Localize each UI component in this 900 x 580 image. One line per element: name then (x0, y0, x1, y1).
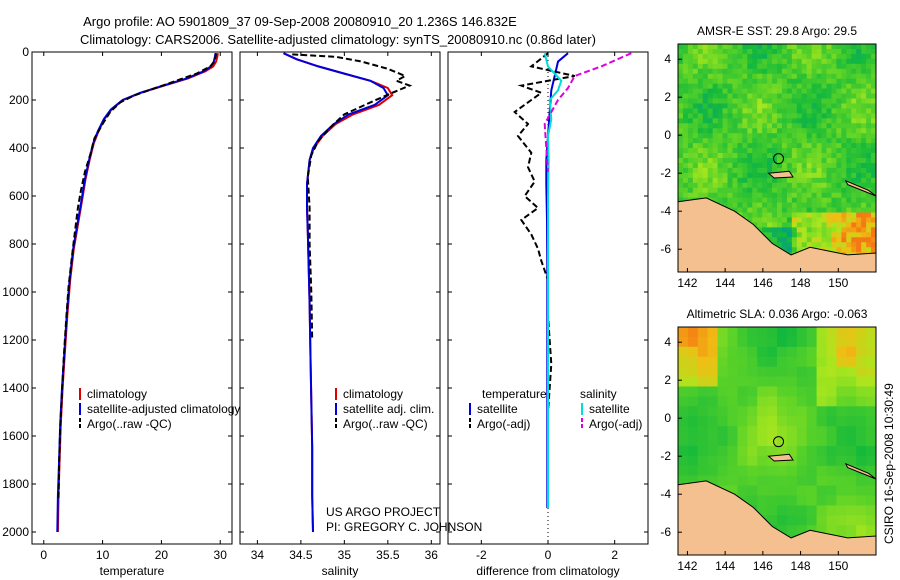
sst-map-ytick-label: 2 (664, 90, 671, 104)
figure-title-line1: Argo profile: AO 5901809_37 09-Sep-2008 … (83, 14, 517, 29)
sla-map-ytick-label: 4 (664, 335, 671, 349)
temperature-ytick-label: 1600 (2, 429, 29, 443)
sst-map-ytick-label: -2 (660, 166, 671, 180)
difference-xlabel: difference from climatology (476, 564, 619, 578)
sst-map-xtick-label: 150 (828, 276, 848, 290)
sst-map-island (767, 170, 794, 179)
sst-map-xtick-label: 146 (753, 276, 773, 290)
temperature-series-argo-raw-qc (57, 53, 218, 501)
salinity-xlabel: salinity (322, 564, 359, 578)
temperature-ytick-label: 0 (22, 45, 29, 59)
sla-map-xtick-label: 148 (791, 559, 811, 573)
difference-xtick-label: 0 (545, 548, 552, 562)
sla-map-argo-marker (773, 436, 785, 448)
temperature-xtick-label: 30 (214, 548, 228, 562)
temperature-ytick-label: 200 (9, 93, 29, 107)
temperature-xtick-label: 20 (155, 548, 169, 562)
sst-map-panel: AMSR-E SST: 29.8 Argo: 29.5 142 144 146 148 1… (660, 24, 877, 290)
pi-credit: PI: GREGORY C. JOHNSON (326, 520, 482, 534)
temperature-xtick-label: 10 (96, 548, 110, 562)
sst-map-ytick-label: -6 (660, 242, 671, 256)
figure-title-line2: Climatology: CARS2006. Satellite-adjuste… (80, 32, 596, 47)
legend-group-temperature: temperature (482, 387, 547, 401)
temperature-plot-frame (31, 51, 233, 545)
legend-label-argo-raw-qc: Argo(..raw -QC) (87, 417, 172, 431)
salinity-series-satellite-adj-clim (283, 52, 390, 533)
difference-panel: -2 0 2 difference from climatology temperatu… (447, 51, 649, 578)
sla-map-panel: Altimetric SLA: 0.036 Argo: -0.063 142 144… (660, 307, 877, 573)
legend-label-salinity-argo-adj: Argo(-adj) (589, 417, 642, 431)
sst-map-title: AMSR-E SST: 29.8 Argo: 29.5 (697, 24, 857, 38)
salinity-xtick-label: 36 (425, 548, 439, 562)
salinity-xtick-label: 34 (251, 548, 265, 562)
temperature-xlabel: temperature (100, 564, 165, 578)
sst-map-xtick-label: 148 (791, 276, 811, 290)
temperature-ytick-label: 400 (9, 141, 29, 155)
difference-series-salinity-argo-adj (543, 52, 632, 173)
sla-map-ytick-label: 0 (664, 411, 671, 425)
temperature-ytick-label: 1800 (2, 477, 29, 491)
temperature-series-satellite-adjusted-climatology (56, 53, 217, 533)
sla-map-xtick-label: 146 (753, 559, 773, 573)
sla-map-ytick-label: -6 (660, 525, 671, 539)
difference-series-salinity-satellite (543, 52, 563, 508)
sst-map-argo-marker (773, 153, 785, 165)
legend-group-salinity: salinity (580, 387, 617, 401)
difference-xtick-label: -2 (476, 548, 487, 562)
temperature-ytick-label: 1000 (2, 285, 29, 299)
sla-map-ytick-label: -2 (660, 449, 671, 463)
temperature-ytick-label: 600 (9, 189, 29, 203)
sst-map-xtick-label: 144 (715, 276, 735, 290)
sst-map-xtick-label: 142 (677, 276, 697, 290)
salinity-series-argo-raw-qc (292, 53, 413, 341)
salinity-panel: 34 34.5 35 35.5 36 salinity climatologysatelli… (239, 51, 441, 578)
sst-map-ytick-label: -4 (660, 204, 671, 218)
project-credit: US ARGO PROJECT (326, 505, 441, 519)
difference-series-temperature-argo-adj (513, 52, 575, 413)
sst-map-ytick-label: 4 (664, 52, 671, 66)
temperature-ytick-label: 2000 (2, 525, 29, 539)
salinity-xtick-label: 35 (338, 548, 352, 562)
sla-map-ytick-label: -4 (660, 487, 671, 501)
difference-xtick-label: 2 (611, 548, 618, 562)
sla-map-xtick-label: 150 (828, 559, 848, 573)
legend-label-climatology: climatology (87, 387, 147, 401)
sla-map-xtick-label: 142 (677, 559, 697, 573)
salinity-plot-frame (239, 51, 441, 545)
difference-legend: temperaturesatelliteArgo(-adj)salinitysa… (469, 387, 642, 431)
timestamp-stamp: CSIRO 16-Sep-2008 10:30:49 (882, 383, 896, 544)
legend-label-temperature-argo-adj: Argo(-adj) (477, 417, 530, 431)
legend-label-argo-raw-qc: Argo(..raw -QC) (343, 417, 428, 431)
salinity-xtick-label: 34.5 (289, 548, 313, 562)
legend-label-satellite-adj-clim: satellite adj. clim. (343, 402, 434, 416)
temperature-ytick-label: 800 (9, 237, 29, 251)
sla-map-title: Altimetric SLA: 0.036 Argo: -0.063 (687, 307, 868, 321)
legend-label-salinity-satellite: satellite (589, 402, 630, 416)
temperature-panel: 0 10 20 30 0 200 400 600 800 1000 1200 1400 1600 1800… (2, 45, 240, 578)
legend-label-climatology: climatology (343, 387, 403, 401)
salinity-xtick-label: 35.5 (376, 548, 400, 562)
temperature-ytick-label: 1400 (2, 381, 29, 395)
sla-map-frame (677, 326, 877, 556)
sla-map-island (767, 453, 794, 462)
sla-map-ytick-label: 2 (664, 373, 671, 387)
sst-map-frame (677, 43, 877, 273)
temperature-xtick-label: 0 (40, 548, 47, 562)
temperature-ytick-label: 1200 (2, 333, 29, 347)
sst-map-ytick-label: 0 (664, 128, 671, 142)
legend-label-satellite-adjusted-climatology: satellite-adjusted climatology (87, 402, 240, 416)
legend-label-temperature-satellite: satellite (477, 402, 518, 416)
sla-map-xtick-label: 144 (715, 559, 735, 573)
